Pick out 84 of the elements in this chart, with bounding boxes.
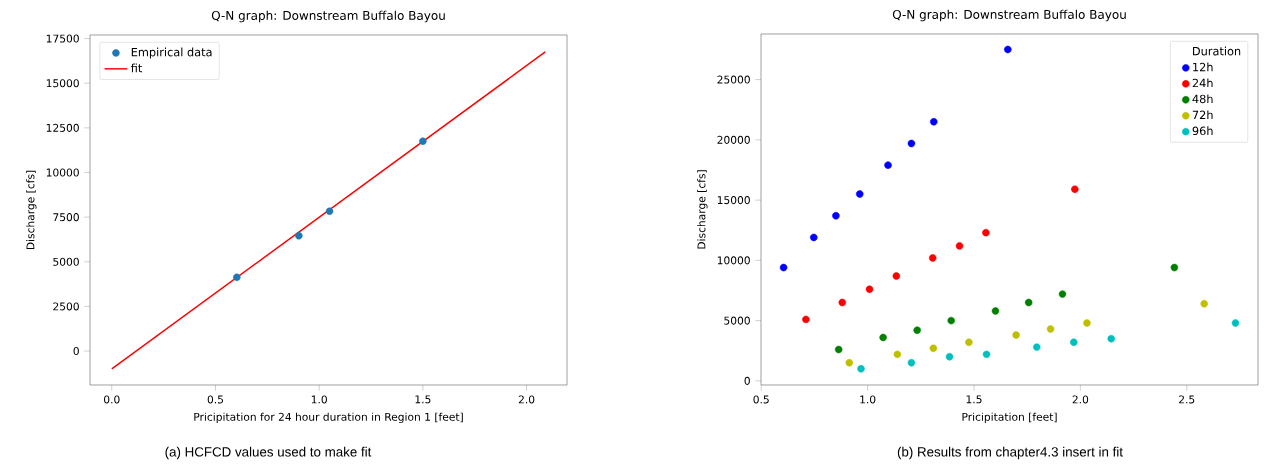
- legend-label: 24h: [1192, 78, 1213, 88]
- point: [1024, 298, 1033, 307]
- x-tick-label: 1.0: [311, 395, 327, 404]
- point: [845, 359, 854, 367]
- x-tick-label: 1.5: [966, 395, 982, 404]
- point: [945, 353, 954, 361]
- x-axis-title: Pricipitation [feet]: [962, 412, 1057, 423]
- point: [295, 231, 303, 240]
- y-tick-label: 0: [73, 347, 79, 356]
- legend-label: 48h: [1192, 94, 1213, 104]
- point: [965, 338, 973, 347]
- y-tick-label: 10000: [46, 168, 79, 177]
- point: [907, 139, 916, 148]
- point: [1058, 290, 1067, 298]
- legend-label: Empirical data: [131, 47, 212, 59]
- y-tick-label: 5000: [53, 257, 79, 266]
- point: [1046, 325, 1055, 333]
- x-tick-label: 2.5: [1179, 395, 1195, 404]
- point: [1012, 331, 1020, 339]
- point: [810, 233, 818, 242]
- x-tick-label: 0.5: [753, 395, 769, 404]
- point: [1071, 185, 1079, 193]
- x-tick-label: 1.0: [860, 395, 876, 404]
- y-tick-label: 0: [744, 376, 750, 385]
- x-tick-label: 2.0: [1072, 395, 1089, 404]
- point: [1170, 263, 1179, 272]
- point: [802, 315, 810, 324]
- y-tick-label: 2500: [53, 302, 79, 311]
- point: [419, 137, 427, 145]
- x-tick-label: 0.0: [104, 395, 120, 404]
- y-tick-label: 5000: [724, 316, 750, 325]
- point: [233, 273, 241, 282]
- legend-label: 96h: [1192, 126, 1213, 136]
- y-tick-label: 20000: [717, 135, 750, 144]
- x-axis-title: Pricipitation for 24 hour duration in Region 1 [feet]: [194, 412, 463, 423]
- point: [1004, 45, 1012, 54]
- point: [779, 263, 788, 272]
- y-tick-label: 7500: [53, 213, 79, 222]
- point: [1033, 343, 1041, 351]
- point: [947, 316, 955, 325]
- chart-title: Q-N graph: Downstream Buffalo Bayou: [211, 10, 445, 23]
- point: [1070, 338, 1078, 347]
- point: [834, 345, 843, 354]
- legend-label: fit: [130, 63, 143, 73]
- x-tick-label: 1.5: [415, 395, 431, 404]
- point: [1083, 319, 1091, 327]
- point: [865, 285, 874, 294]
- y-tick-label: 17500: [46, 34, 79, 43]
- point: [991, 307, 1000, 315]
- point: [928, 254, 937, 262]
- y-tick-label: 12500: [46, 123, 79, 132]
- x-tick-label: 2.0: [518, 395, 535, 404]
- point: [1231, 319, 1240, 327]
- legend-label: 72h: [1192, 110, 1213, 120]
- point: [907, 359, 916, 367]
- x-tick-label: 0.5: [207, 395, 224, 404]
- point: [857, 365, 865, 373]
- point: [930, 118, 938, 126]
- point: [838, 298, 847, 307]
- y-axis-title: Discharge [cfs]: [26, 170, 37, 250]
- point: [832, 212, 840, 220]
- y-tick-label: 25000: [717, 75, 750, 84]
- legend-title: Duration: [1193, 46, 1241, 56]
- point: [879, 333, 887, 342]
- y-tick-label: 15000: [46, 79, 79, 88]
- point: [892, 272, 901, 280]
- point: [955, 242, 964, 250]
- point: [893, 350, 902, 359]
- y-axis-title: Discharge [cfs]: [697, 170, 708, 249]
- point: [1107, 334, 1115, 343]
- point: [913, 326, 921, 334]
- text: (b) Results from chapter4.3 insert in fit: [897, 446, 1123, 460]
- legend-label: 12h: [1193, 62, 1213, 72]
- point: [884, 161, 892, 169]
- point: [325, 207, 334, 215]
- y-tick-label: 10000: [717, 256, 750, 265]
- point: [982, 228, 990, 237]
- text: (a) HCFCD values used to make fit: [165, 446, 372, 460]
- y-tick-label: 15000: [717, 196, 750, 205]
- chart-title: Q-N graph: Downstream Buffalo Bayou: [892, 9, 1126, 22]
- point: [982, 350, 991, 359]
- point: [929, 344, 938, 353]
- point: [855, 190, 864, 198]
- point: [1200, 300, 1208, 308]
